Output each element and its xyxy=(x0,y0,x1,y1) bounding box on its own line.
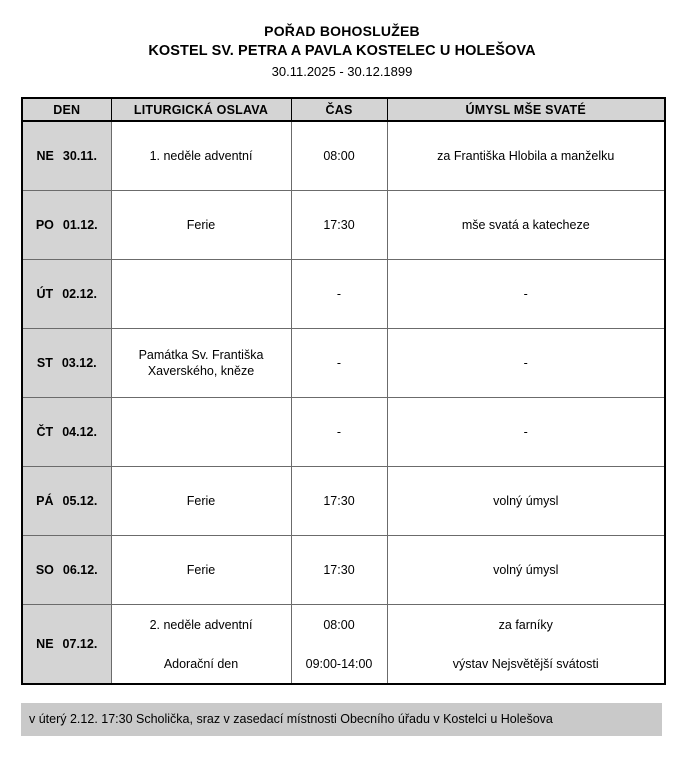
day-date: 06.12. xyxy=(62,563,98,577)
celebration-cell: 1. neděle adventní xyxy=(111,121,292,191)
celebration-cell xyxy=(111,259,292,329)
day-date: 03.12. xyxy=(61,356,97,370)
celebration-entry: Adorační den xyxy=(163,656,239,671)
intention-cell: za farníky výstav Nejsvětější svátosti xyxy=(387,605,664,684)
celebration-cell: Ferie xyxy=(111,466,292,536)
day-date: 07.12. xyxy=(62,637,98,651)
day-of-week: ÚT xyxy=(36,287,54,301)
day-of-week: SO xyxy=(35,563,54,577)
table-row: ST 03.12. Památka Sv. Františka Xaverskéh… xyxy=(23,328,664,398)
day-date: 02.12. xyxy=(62,287,97,301)
column-header-time: ČAS xyxy=(291,99,388,122)
table-row: SO 06.12. Ferie 17:30 volný úmysl xyxy=(23,535,664,605)
day-cell: SO 06.12. xyxy=(23,535,112,605)
day-of-week: ČT xyxy=(36,425,54,439)
day-of-week: PO xyxy=(35,218,54,232)
time-entry: 08:00 xyxy=(323,617,355,632)
column-header-day: DEN xyxy=(23,99,112,122)
day-of-week: NE xyxy=(36,637,54,651)
time-cell: 08:00 09:00-14:00 xyxy=(291,604,388,683)
column-header-intention: ÚMYSL MŠE SVATÉ xyxy=(387,99,664,122)
church-name: KOSTEL SV. PETRA A PAVLA KOSTELEC U HOLE… xyxy=(148,43,536,59)
intention-cell: - xyxy=(387,259,664,329)
time-cell: 17:30 xyxy=(291,535,388,605)
intention-cell: - xyxy=(387,397,664,467)
day-of-week: PÁ xyxy=(36,494,54,508)
table-header-row: DEN LITURGICKÁ OSLAVA ČAS ÚMYSL MŠE SVAT… xyxy=(23,99,664,122)
intention-cell: mše svatá a katecheze xyxy=(387,190,664,260)
day-cell: NE 07.12. xyxy=(23,604,112,683)
day-date: 05.12. xyxy=(62,494,98,508)
time-cell: 08:00 xyxy=(291,121,388,191)
intention-cell: - xyxy=(387,328,664,398)
date-range: 30.11.2025 - 30.12.1899 xyxy=(271,64,413,79)
celebration-line-1: Památka Sv. Františka xyxy=(138,348,264,362)
table-row: ÚT 02.12. - - xyxy=(23,259,664,329)
celebration-cell: Památka Sv. Františka Xaverského, kněze xyxy=(111,328,292,398)
table-row: NE 30.11. 1. neděle adventní 08:00 za Fra… xyxy=(23,121,664,191)
day-date: 01.12. xyxy=(62,218,98,232)
celebration-cell: 2. neděle adventní Adorační den xyxy=(111,604,292,683)
celebration-cell: Ferie xyxy=(111,190,292,260)
day-cell: ČT 04.12. xyxy=(23,397,112,467)
celebration-line-2: Xaverského, kněze xyxy=(147,364,255,378)
day-of-week: ST xyxy=(36,356,53,370)
column-header-celebration: LITURGICKÁ OSLAVA xyxy=(111,99,292,122)
time-entry: 09:00-14:00 xyxy=(305,656,373,671)
day-cell: NE 30.11. xyxy=(23,121,112,191)
day-cell: PO 01.12. xyxy=(23,190,112,260)
page-title: POŘAD BOHOSLUŽEB xyxy=(264,23,420,39)
day-cell: PÁ 05.12. xyxy=(23,466,112,536)
celebration-cell: Ferie xyxy=(111,535,292,605)
intention-cell: volný úmysl xyxy=(387,535,664,605)
time-cell: - xyxy=(291,397,388,467)
celebration-cell xyxy=(111,397,292,467)
day-date: 30.11. xyxy=(62,149,97,163)
celebration-entry: 2. neděle adventní xyxy=(149,617,253,632)
time-cell: 17:30 xyxy=(291,190,388,260)
day-cell: ST 03.12. xyxy=(23,328,112,398)
table-row: PÁ 05.12. Ferie 17:30 volný úmysl xyxy=(23,466,664,536)
time-cell: - xyxy=(291,328,388,398)
table-row: PO 01.12. Ferie 17:30 mše svatá a kateche… xyxy=(23,190,664,260)
intention-cell: za Františka Hlobila a manželku xyxy=(387,121,664,191)
intention-entry: výstav Nejsvětější svátosti xyxy=(452,656,599,671)
day-cell: ÚT 02.12. xyxy=(23,259,112,329)
intention-cell: volný úmysl xyxy=(387,466,664,536)
schedule-table: DEN LITURGICKÁ OSLAVA ČAS ÚMYSL MŠE SVAT… xyxy=(23,99,664,683)
intention-entry: za farníky xyxy=(498,617,553,632)
time-cell: - xyxy=(291,259,388,329)
day-date: 04.12. xyxy=(62,425,97,439)
schedule-table-container: DEN LITURGICKÁ OSLAVA ČAS ÚMYSL MŠE SVAT… xyxy=(21,97,666,685)
table-row: NE 07.12. 2. neděle adventní Adorační den… xyxy=(23,604,664,684)
footer-note: v úterý 2.12. 17:30 Scholička, sraz v za… xyxy=(21,703,662,736)
table-row: ČT 04.12. - - xyxy=(23,397,664,467)
document-heading: POŘAD BOHOSLUŽEB KOSTEL SV. PETRA A PAVL… xyxy=(0,0,684,82)
day-of-week: NE xyxy=(36,149,54,163)
time-cell: 17:30 xyxy=(291,466,388,536)
